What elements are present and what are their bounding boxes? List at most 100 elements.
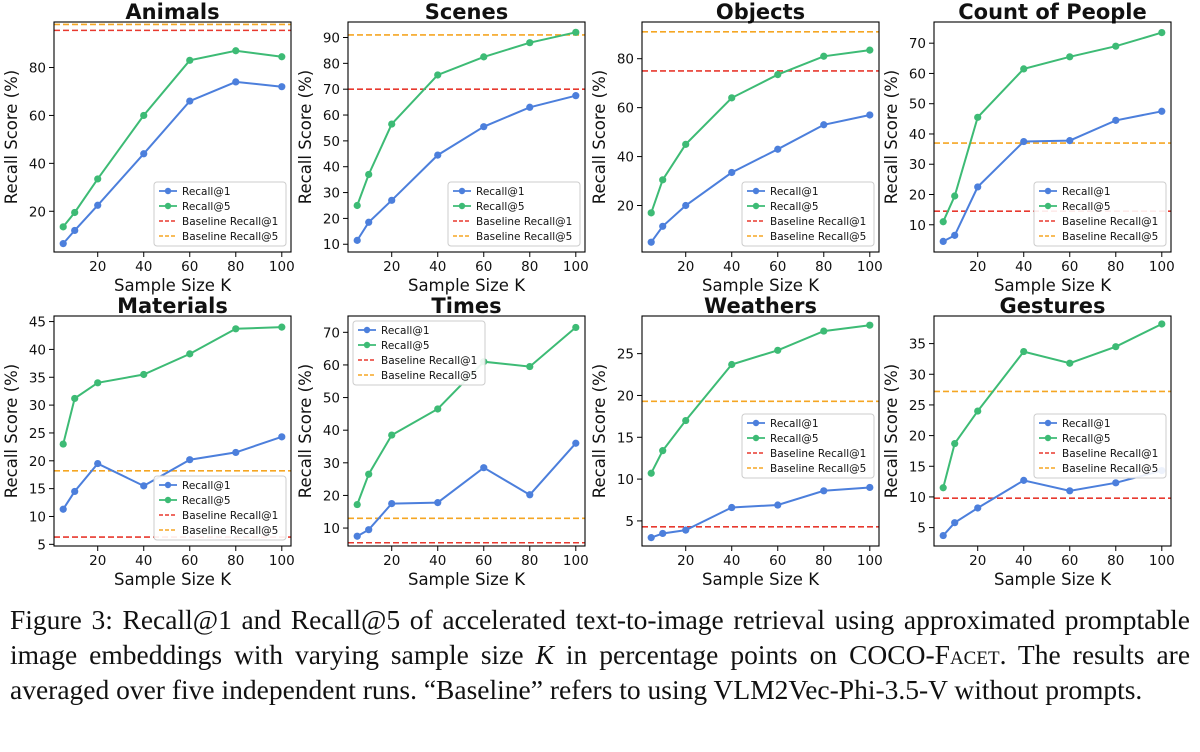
data-point-recall-5 [728,360,736,369]
series-line-recall-1 [942,469,1163,537]
y-tick-label: 60 [617,101,634,117]
y-tick-label: 40 [29,342,46,358]
y-axis-label: Recall Score (%) [2,70,21,204]
y-axis-label: Recall Score (%) [882,364,901,498]
data-point-recall-5 [974,407,982,415]
legend-label-recall-1: Recall@1 [476,186,525,198]
x-tick-label: 60 [475,553,492,569]
y-tick-label: 20 [909,429,926,445]
data-point-recall-1 [572,439,580,447]
x-axis-label: Sample Size K [408,570,526,589]
legend-label-recall-1: Recall@1 [1062,418,1111,430]
legend-label-baseline-recall-5: Baseline Recall@5 [476,231,572,243]
y-tick-label: 30 [29,398,46,414]
legend-label-recall-5: Recall@5 [381,340,430,352]
y-tick-label: 5 [917,521,926,537]
data-point-recall-1 [388,196,396,204]
legend-box [352,320,486,386]
x-tick-label: 80 [815,259,832,275]
y-tick-label: 40 [617,150,634,166]
legend-marker-recall-1 [363,326,371,334]
y-tick-label: 20 [29,204,46,220]
y-tick-label: 25 [909,398,926,414]
y-tick-label: 80 [29,61,46,77]
y-tick-label: 10 [323,237,340,253]
legend-label-recall-5: Recall@5 [770,201,819,213]
caption-text-after-k: in percentage points on [565,639,838,670]
y-tick-label: 15 [29,482,46,498]
y-tick-label: 80 [323,56,340,72]
x-tick-label: 40 [135,259,152,275]
data-point-recall-5 [939,218,947,226]
data-point-recall-1 [365,526,373,534]
plot-frame [933,315,1172,547]
x-tick-label: 80 [227,553,244,569]
chart-title: Times [431,294,501,318]
y-tick-label: 70 [909,36,926,52]
data-point-recall-5 [774,346,782,354]
data-point-recall-5 [774,71,782,79]
data-point-recall-1 [353,236,361,244]
y-tick-label: 25 [29,426,46,442]
plot-frame [347,315,586,547]
x-tick-label: 20 [969,553,986,569]
y-axis-label: Recall Score (%) [882,70,901,204]
y-tick-label: 20 [29,454,46,470]
data-point-recall-5 [526,362,534,371]
x-tick-label: 60 [475,259,492,275]
x-tick-label: 20 [969,259,986,275]
x-tick-label: 100 [269,553,295,569]
data-point-recall-1 [232,78,240,86]
y-tick-label: 35 [909,337,926,353]
legend-marker-recall-1 [164,481,172,489]
x-tick-label: 80 [521,259,538,275]
y-tick-label: 35 [29,370,46,386]
data-point-recall-1 [480,123,488,131]
data-point-recall-1 [1066,137,1074,145]
legend: Recall@1 Recall@5 Baseline Recall@1 Baselin… [1033,181,1167,247]
chart-title: Scenes [425,0,509,24]
data-point-recall-1 [647,238,655,246]
data-point-recall-1 [974,183,982,191]
legend-label-baseline-recall-5: Baseline Recall@5 [381,370,477,382]
legend-label-baseline-recall-5: Baseline Recall@5 [770,463,866,475]
data-point-recall-5 [1158,28,1166,37]
legend-label-baseline-recall-1: Baseline Recall@1 [1062,216,1158,228]
data-point-recall-5 [647,209,655,217]
legend: Recall@1 Recall@5 Baseline Recall@1 Baselin… [447,181,581,247]
y-tick-label: 5 [625,514,634,530]
data-point-recall-5 [572,28,580,36]
legend-label-baseline-recall-1: Baseline Recall@1 [182,216,278,228]
x-tick-label: 20 [677,259,694,275]
legend-marker-recall-5 [752,434,760,442]
data-point-recall-1 [353,532,361,540]
y-tick-label: 60 [323,108,340,124]
data-point-recall-1 [682,526,690,534]
y-axis-label: Recall Score (%) [590,70,609,204]
y-tick-label: 10 [617,472,634,488]
y-tick-label: 60 [29,108,46,124]
legend-marker-recall-5 [1044,434,1052,442]
legend-label-recall-1: Recall@1 [1062,186,1111,198]
x-tick-label: 60 [769,553,786,569]
legend: Recall@1 Recall@5 Baseline Recall@1 Baselin… [153,181,287,247]
y-tick-label: 30 [323,186,340,202]
x-tick-label: 100 [563,259,589,275]
legend-box [153,475,287,541]
data-point-recall-1 [59,240,67,248]
data-point-recall-5 [59,440,67,448]
y-tick-label: 20 [323,211,340,227]
legend-label-baseline-recall-1: Baseline Recall@1 [381,355,477,367]
legend-marker-recall-5 [164,202,172,210]
x-tick-label: 60 [181,259,198,275]
data-point-recall-5 [71,394,79,403]
x-tick-label: 40 [1015,259,1032,275]
legend-label-baseline-recall-1: Baseline Recall@1 [476,216,572,228]
y-tick-label: 50 [323,391,340,407]
data-point-recall-1 [939,237,947,246]
plot-frame [933,21,1172,253]
data-point-recall-1 [1158,107,1166,115]
x-axis-label: Sample Size K [114,276,232,295]
